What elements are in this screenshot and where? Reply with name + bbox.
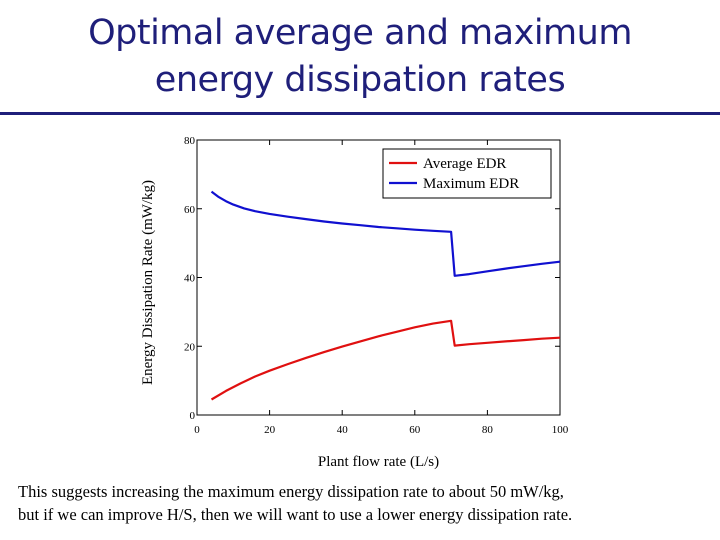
y-tick-label: 60 [184, 204, 196, 216]
caption: This suggests increasing the maximum ene… [18, 480, 708, 526]
plot-frame [196, 139, 561, 416]
caption-line-1: This suggests increasing the maximum ene… [18, 482, 564, 501]
x-tick-label: 80 [482, 424, 494, 436]
edr-chart: 0 20 40 60 80 100 0 20 40 60 80 Average EDR Maximum… [140, 135, 569, 470]
x-tick-label: 40 [337, 424, 349, 436]
series-line-average-edr [210, 319, 561, 401]
title-line-1: Optimal average and maximum [88, 13, 632, 53]
y-tick-label: 40 [184, 273, 196, 285]
series-line-maximum-edr [210, 190, 561, 277]
legend-label: Average EDR [423, 156, 506, 172]
title-line-2: energy dissipation rates [154, 60, 566, 100]
chart-legend: Average EDR Maximum EDR [382, 148, 552, 199]
x-tick-label: 0 [194, 424, 200, 436]
legend-label: Maximum EDR [423, 176, 519, 192]
x-tick-label: 20 [264, 424, 276, 436]
x-tick-label: 100 [552, 424, 569, 436]
caption-line-2: but if we can improve H/S, then we will … [18, 505, 573, 524]
slide-title: Optimal average and maximum energy dissi… [0, 10, 720, 104]
title-divider [0, 112, 720, 115]
chart-series [210, 190, 561, 401]
x-axis-label: Plant flow rate (L/s) [318, 454, 439, 470]
y-tick-label: 20 [184, 341, 196, 353]
x-tick-label: 60 [409, 424, 421, 436]
legend-box [382, 148, 552, 199]
y-tick-label: 0 [190, 410, 196, 422]
y-tick-label: 80 [184, 135, 196, 147]
y-axis-label: Energy Dissipation Rate (mW/kg) [140, 180, 156, 385]
